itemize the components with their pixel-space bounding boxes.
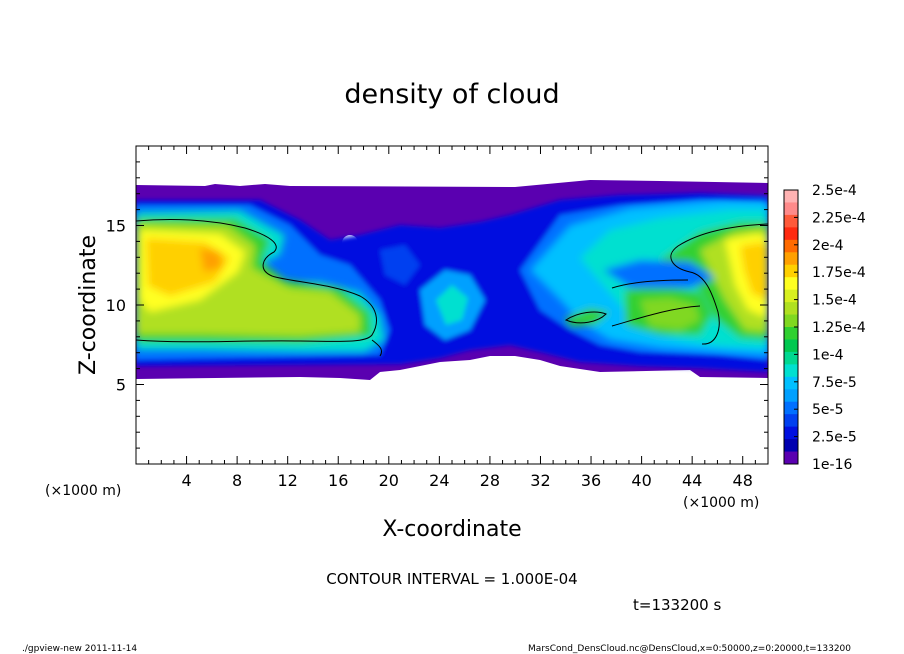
colorbar-swatch bbox=[784, 277, 798, 291]
colorbar-swatch bbox=[784, 426, 798, 440]
colorbar-swatch bbox=[784, 227, 798, 241]
colorbar-label: 2.5e-5 bbox=[812, 430, 857, 446]
density-field bbox=[136, 146, 768, 464]
y-axis: 5 10 15 bbox=[106, 161, 768, 449]
y-tick-label: 15 bbox=[106, 217, 126, 236]
x-unit-right: (×1000 m) bbox=[683, 495, 759, 511]
colorbar-swatch bbox=[784, 414, 798, 428]
colorbar-label: 1e-16 bbox=[812, 457, 852, 473]
footer-left: ./gpview-new 2011-11-14 bbox=[22, 644, 137, 654]
x-tick-label: 32 bbox=[530, 471, 550, 490]
contour-left bbox=[136, 219, 377, 343]
contour-small bbox=[564, 311, 607, 324]
colorbar-swatch bbox=[784, 364, 798, 378]
colorbar-swatch bbox=[784, 389, 798, 403]
colorbar-label: 5e-5 bbox=[812, 402, 843, 418]
contour-right-inner bbox=[611, 279, 689, 289]
colorbar-swatch bbox=[784, 327, 798, 340]
contour-interval-label: CONTOUR INTERVAL = 1.000E-04 bbox=[326, 570, 577, 588]
time-label: t=133200 s bbox=[633, 596, 721, 614]
colorbar-swatch bbox=[784, 202, 798, 216]
chart-title: density of cloud bbox=[344, 79, 559, 110]
colorbar-label: 1e-4 bbox=[812, 347, 844, 363]
y-tick-label: 5 bbox=[116, 376, 126, 395]
colorbar-swatch bbox=[784, 339, 798, 353]
colorbar-label: 1.5e-4 bbox=[812, 293, 857, 309]
x-tick-label: 44 bbox=[682, 471, 702, 490]
colorbar-label: 2.5e-4 bbox=[812, 183, 857, 199]
colorbar-swatch bbox=[784, 252, 798, 266]
y-axis-label: Z-coordinate bbox=[76, 235, 101, 375]
colorbar: 2.5e-4 2.25e-4 2e-4 1.75e-4 1.5e-4 1.25e-4 1e-… bbox=[783, 183, 866, 473]
colorbar-swatch bbox=[784, 376, 798, 390]
x-unit-left: (×1000 m) bbox=[45, 483, 121, 499]
x-tick-label: 48 bbox=[733, 471, 753, 490]
x-tick-label: 36 bbox=[581, 471, 601, 490]
footer-right: MarsCond_DensCloud.nc@DensCloud,x=0:5000… bbox=[528, 644, 851, 654]
colorbar-swatch bbox=[784, 264, 798, 278]
colorbar-label: 1.75e-4 bbox=[812, 265, 866, 281]
colorbar-label: 2e-4 bbox=[812, 238, 844, 254]
x-tick-label: 4 bbox=[181, 471, 191, 490]
x-tick-label: 16 bbox=[328, 471, 348, 490]
x-tick-label: 24 bbox=[429, 471, 449, 490]
x-tick-label: 12 bbox=[278, 471, 298, 490]
colorbar-swatch bbox=[784, 302, 798, 316]
colorbar-swatch bbox=[784, 439, 798, 453]
colorbar-swatch bbox=[784, 351, 798, 365]
y-tick-label: 10 bbox=[106, 296, 126, 315]
colorbar-swatch bbox=[784, 289, 798, 303]
colorbar-label: 1.25e-4 bbox=[812, 320, 866, 336]
contour-lines bbox=[136, 219, 768, 357]
contour-right-upper bbox=[670, 223, 768, 345]
x-axis-label: X-coordinate bbox=[382, 517, 521, 542]
x-tick-label: 40 bbox=[631, 471, 651, 490]
colorbar-swatch bbox=[784, 214, 798, 228]
colorbar-swatch bbox=[784, 239, 798, 253]
x-tick-label: 8 bbox=[232, 471, 242, 490]
x-tick-label: 20 bbox=[379, 471, 399, 490]
x-tick-label: 28 bbox=[480, 471, 500, 490]
colorbar-swatch bbox=[784, 314, 798, 328]
colorbar-swatch bbox=[784, 451, 798, 465]
colorbar-swatch bbox=[784, 401, 798, 415]
colorbar-label: 2.25e-4 bbox=[812, 210, 866, 226]
colorbar-swatch bbox=[784, 190, 798, 203]
x-axis: 4 8 12 16 20 24 28 32 36 40 44 48 bbox=[148, 146, 756, 490]
colorbar-label: 7.5e-5 bbox=[812, 375, 857, 391]
contour-edge-left bbox=[371, 339, 383, 357]
contour-right-lower bbox=[611, 305, 701, 327]
